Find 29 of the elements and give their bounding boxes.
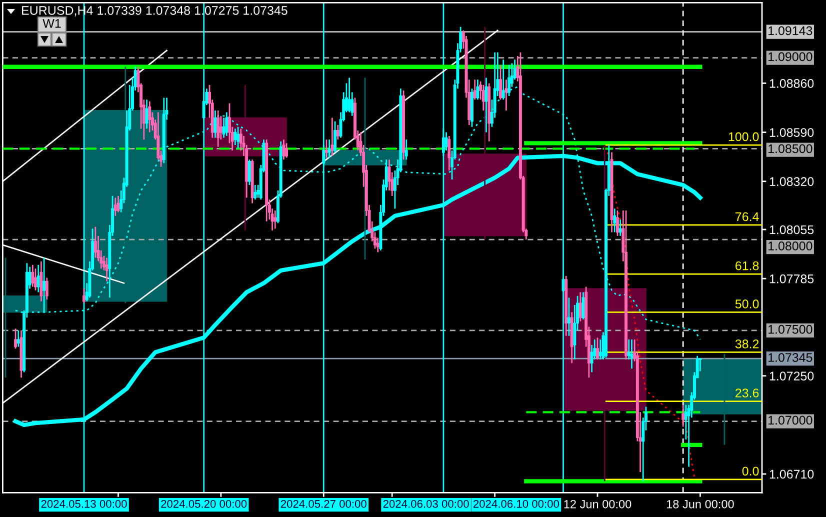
ref-line-label: 1.08000: [768, 242, 812, 250]
ref-line-label: 2024.05.20 00:00: [161, 500, 247, 508]
annotation: 100.0: [728, 132, 759, 142]
annotation: 61.8: [736, 261, 759, 270]
ref-line-label: 1.07345: [768, 353, 812, 362]
annotation: 50.0: [735, 300, 759, 308]
x-tick-label: 18 Jun 00:00: [666, 500, 734, 508]
ref-line-label: 2024.06.10 00:00: [473, 500, 559, 508]
annotation: 0.0: [742, 466, 759, 476]
ref-line-label: 1.09000: [768, 52, 812, 62]
annotation: W1: [42, 19, 61, 28]
ref-line-label: 2024.06.03 00:00: [383, 500, 469, 508]
x-tick-label: 12 Jun 00:00: [564, 500, 632, 508]
y-tick-label: 1.08055: [770, 225, 814, 234]
annotation: 76.4: [736, 212, 759, 222]
y-tick-label: 1.07250: [770, 372, 814, 380]
ref-line-label: 1.07000: [768, 416, 812, 425]
y-tick-label: 1.08860: [770, 79, 814, 88]
ref-line-label: 1.09143: [768, 26, 812, 36]
annotation: 38.2: [735, 339, 759, 348]
ref-line-label: 1.07500: [768, 324, 812, 334]
ref-line-label: 1.08500: [768, 144, 812, 154]
y-tick-label: 1.07785: [770, 274, 814, 284]
ref-line-label: 2024.05.13 00:00: [41, 500, 127, 508]
ref-line-label: 2024.05.27 00:00: [280, 500, 366, 508]
y-tick-label: 1.08320: [770, 177, 814, 186]
y-tick-label: 1.08590: [770, 128, 814, 137]
annotation: 23.6: [736, 388, 759, 398]
y-tick-label: 1.06710: [770, 470, 814, 479]
